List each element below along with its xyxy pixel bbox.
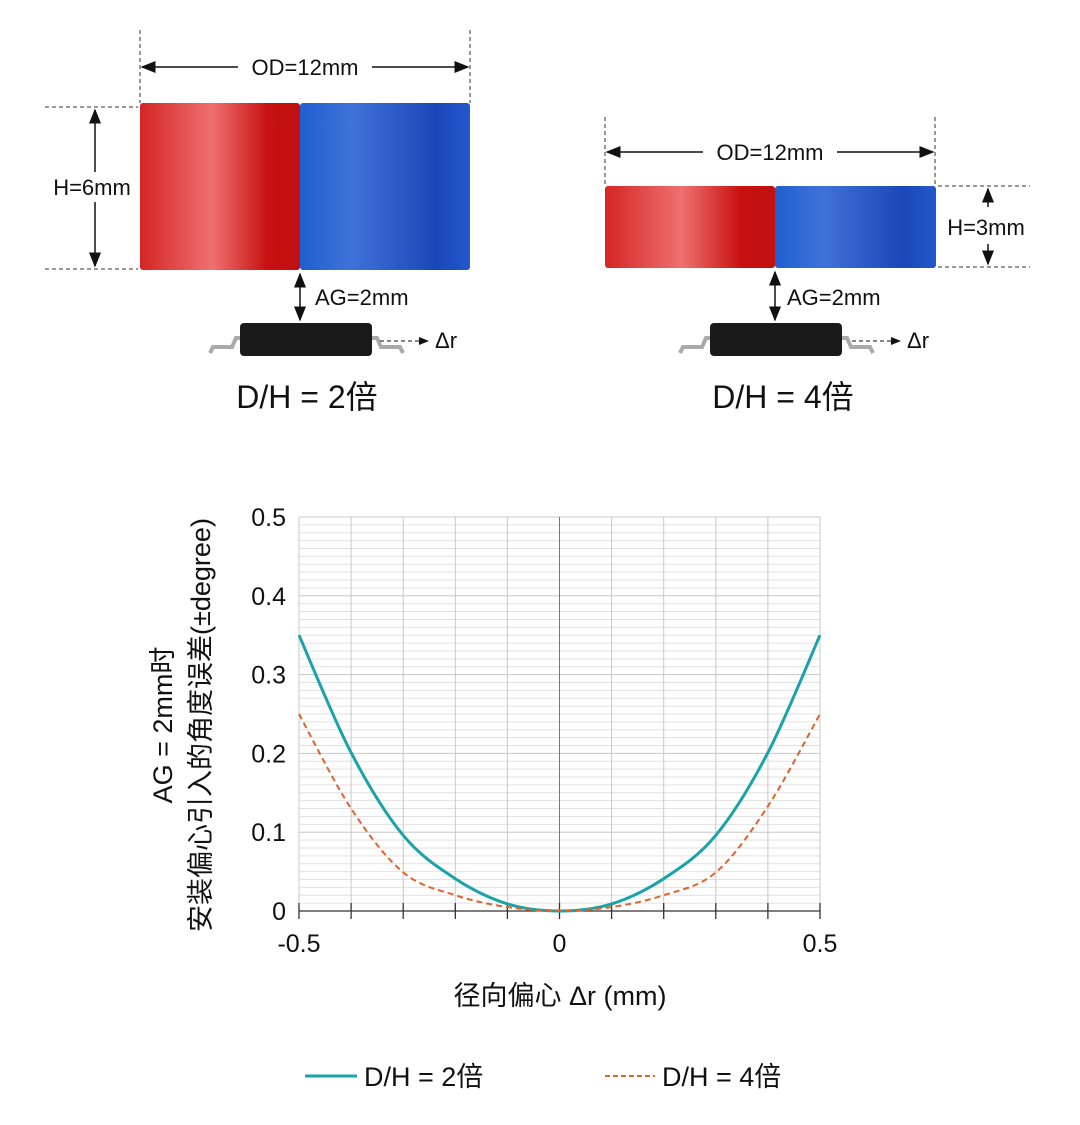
y-tick-label: 0.5: [251, 504, 286, 532]
sensor-chip: [240, 323, 372, 356]
ag-label: AG=2mm: [787, 285, 881, 310]
y-axis-label-line1: AG = 2mm时: [148, 647, 178, 804]
h-label: H=3mm: [947, 215, 1025, 240]
y-tick-label: 0.3: [251, 662, 286, 690]
magnet-south-half: [300, 103, 470, 270]
series-lines: [297, 634, 822, 913]
y-tick-label: 0.4: [251, 583, 286, 611]
y-tick-label: 0.1: [251, 819, 286, 847]
diagram-dh-2x: OD=12mm H=6mm AG=2mm Δr D/H = 2倍: [45, 30, 471, 415]
x-tick-label: 0.5: [803, 930, 838, 958]
x-tick-label: -0.5: [277, 930, 320, 958]
od-label: OD=12mm: [717, 140, 824, 165]
magnet-south-half: [775, 186, 936, 268]
legend-label-4x: D/H = 4倍: [662, 1062, 781, 1092]
x-tick-label: 0: [553, 930, 567, 958]
sensor-chip: [710, 323, 842, 356]
x-axis-label: 径向偏心 Δr (mm): [454, 981, 667, 1011]
legend-label-2x: D/H = 2倍: [364, 1062, 483, 1092]
chart: 0 0.1 0.2 0.3 0.4 0.5 -0.5 0 0.5 AG = 2mm时 安装偏心引…: [148, 504, 837, 1011]
dr-label: Δr: [907, 328, 929, 353]
series-line-dh-4x: [298, 713, 821, 913]
dr-label: Δr: [435, 328, 457, 353]
ratio-label: D/H = 4倍: [712, 379, 853, 415]
od-label: OD=12mm: [252, 55, 359, 80]
y-tick-label: 0: [272, 898, 286, 926]
grid: [298, 516, 821, 912]
magnet-north-half: [140, 103, 300, 270]
y-tick-label: 0.2: [251, 740, 286, 768]
magnet-north-half: [605, 186, 775, 268]
legend: D/H = 2倍 D/H = 4倍: [305, 1062, 781, 1092]
h-label: H=6mm: [53, 175, 131, 200]
y-axis-label-line2: 安装偏心引入的角度误差(±degree): [186, 518, 216, 932]
ratio-label: D/H = 2倍: [236, 379, 377, 415]
diagram-dh-4x: OD=12mm H=3mm AG=2mm Δr D/H = 4倍: [604, 117, 1030, 415]
ag-label: AG=2mm: [315, 285, 409, 310]
